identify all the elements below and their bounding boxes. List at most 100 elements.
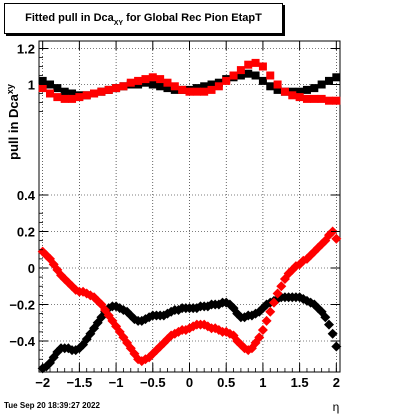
data-point bbox=[244, 69, 253, 78]
y-tick-label: −0.4 bbox=[9, 334, 35, 349]
data-point bbox=[273, 85, 282, 94]
data-point bbox=[258, 76, 267, 85]
data-point bbox=[310, 94, 319, 103]
data-point bbox=[302, 85, 311, 94]
x-tick-label: 2 bbox=[333, 375, 340, 390]
y-axis-label: pull in Dcaxy bbox=[5, 84, 21, 160]
data-point bbox=[251, 71, 260, 80]
data-point bbox=[126, 78, 135, 87]
data-point bbox=[268, 297, 279, 308]
data-point bbox=[257, 325, 268, 336]
data-point bbox=[156, 75, 165, 84]
data-point bbox=[331, 233, 342, 244]
data-point bbox=[38, 84, 47, 93]
data-point bbox=[53, 93, 62, 102]
x-tick-label: 0.5 bbox=[217, 375, 235, 390]
grid bbox=[39, 41, 340, 372]
data-point bbox=[272, 288, 283, 299]
y-tick-label: 0.2 bbox=[17, 225, 35, 240]
data-point bbox=[90, 89, 99, 98]
data-point bbox=[276, 281, 287, 292]
x-tick-label: 1.5 bbox=[291, 375, 309, 390]
data-point bbox=[317, 80, 326, 89]
data-point bbox=[280, 87, 289, 96]
data-point bbox=[97, 87, 106, 96]
data-point bbox=[332, 73, 341, 82]
data-point bbox=[258, 62, 267, 71]
data-point bbox=[207, 80, 216, 89]
data-point bbox=[222, 76, 231, 85]
data-point bbox=[148, 80, 157, 89]
data-point bbox=[118, 332, 129, 343]
data-point bbox=[317, 94, 326, 103]
data-point bbox=[60, 87, 69, 96]
x-tick-label: −2 bbox=[35, 375, 50, 390]
data-point bbox=[200, 87, 209, 96]
data-point bbox=[273, 80, 282, 89]
y-axis-label-main: pull in Dca bbox=[6, 93, 21, 160]
axes: −2 −1.5 −1 −0.5 0 0.5 1 1.5 2 −0.4 −0.2 0 0.2 0.4 1 1.2 bbox=[9, 41, 340, 390]
data-point bbox=[251, 58, 260, 67]
data-point bbox=[214, 82, 223, 91]
data-point bbox=[295, 93, 304, 102]
data-point bbox=[266, 71, 275, 80]
data-point bbox=[265, 306, 276, 317]
data-point bbox=[68, 94, 77, 103]
footer-date: Tue Sep 20 18:39:27 2022 bbox=[4, 401, 100, 410]
data-point bbox=[53, 84, 62, 93]
data-point bbox=[266, 82, 275, 91]
data-point bbox=[38, 76, 47, 85]
data-point bbox=[229, 71, 238, 80]
data-point bbox=[185, 87, 194, 96]
data-point bbox=[261, 315, 272, 326]
x-tick-label: −0.5 bbox=[140, 375, 166, 390]
data-point bbox=[163, 78, 172, 87]
data-point bbox=[60, 94, 69, 103]
data-point bbox=[163, 84, 172, 93]
data-point bbox=[331, 341, 342, 352]
data-point bbox=[46, 89, 55, 98]
data-point bbox=[254, 332, 265, 343]
data-point bbox=[324, 76, 333, 85]
y-axis-label-sub: xy bbox=[5, 84, 15, 94]
markers bbox=[37, 58, 342, 374]
data-point bbox=[302, 94, 311, 103]
title-subscript: XY bbox=[113, 20, 124, 27]
data-point bbox=[320, 312, 331, 323]
data-point bbox=[37, 246, 48, 257]
title-main: Fitted pull in Dca bbox=[25, 12, 114, 24]
data-point bbox=[68, 89, 77, 98]
data-point bbox=[46, 80, 55, 89]
data-point bbox=[112, 84, 121, 93]
data-point bbox=[192, 87, 201, 96]
data-point bbox=[170, 82, 179, 91]
data-point bbox=[250, 308, 261, 319]
x-tick-label: 1 bbox=[259, 375, 266, 390]
data-point bbox=[295, 87, 304, 96]
x-tick-label: 0 bbox=[186, 375, 193, 390]
data-point bbox=[82, 91, 91, 100]
data-point bbox=[118, 304, 129, 315]
title-box: Fitted pull in DcaXY for Global Rec Pion… bbox=[4, 3, 283, 34]
data-point bbox=[324, 96, 333, 105]
data-point bbox=[236, 66, 245, 75]
data-point bbox=[104, 85, 113, 94]
data-point bbox=[323, 319, 334, 330]
y-tick-label: 0.4 bbox=[17, 188, 36, 203]
data-point bbox=[178, 85, 187, 94]
chart-title: Fitted pull in DcaXY for Global Rec Pion… bbox=[5, 12, 282, 27]
data-point bbox=[156, 82, 165, 91]
data-point bbox=[200, 82, 209, 91]
data-point bbox=[134, 76, 143, 85]
data-point bbox=[310, 84, 319, 93]
data-point bbox=[288, 91, 297, 100]
data-point bbox=[327, 328, 338, 339]
data-point bbox=[332, 96, 341, 105]
data-point bbox=[148, 73, 157, 82]
data-point bbox=[75, 93, 84, 102]
x-tick-label: −1.5 bbox=[67, 375, 93, 390]
data-point bbox=[207, 85, 216, 94]
y-tick-label: −0.2 bbox=[9, 298, 35, 313]
data-point bbox=[250, 337, 261, 348]
